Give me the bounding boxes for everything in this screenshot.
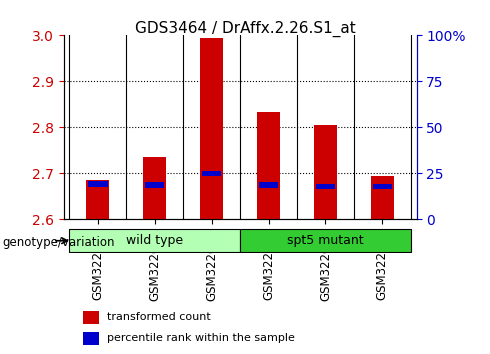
Text: transformed count: transformed count <box>107 312 211 322</box>
Bar <box>373 184 392 189</box>
Bar <box>371 176 394 219</box>
Text: wild type: wild type <box>126 234 183 247</box>
Bar <box>144 158 166 219</box>
Bar <box>83 311 99 324</box>
Text: spt5 mutant: spt5 mutant <box>287 234 364 247</box>
Bar <box>86 181 109 219</box>
Text: GDS3464 / DrAffx.2.26.S1_at: GDS3464 / DrAffx.2.26.S1_at <box>135 21 355 38</box>
Bar <box>145 182 165 188</box>
Bar <box>259 182 278 188</box>
Bar <box>316 184 335 189</box>
Bar <box>83 332 99 345</box>
Bar <box>88 181 107 187</box>
Text: genotype/variation: genotype/variation <box>2 236 115 249</box>
Bar <box>257 112 280 219</box>
Bar <box>200 38 223 219</box>
Bar <box>202 171 221 176</box>
FancyBboxPatch shape <box>70 229 240 252</box>
FancyBboxPatch shape <box>240 229 411 252</box>
Bar <box>314 125 337 219</box>
Text: percentile rank within the sample: percentile rank within the sample <box>107 333 294 343</box>
